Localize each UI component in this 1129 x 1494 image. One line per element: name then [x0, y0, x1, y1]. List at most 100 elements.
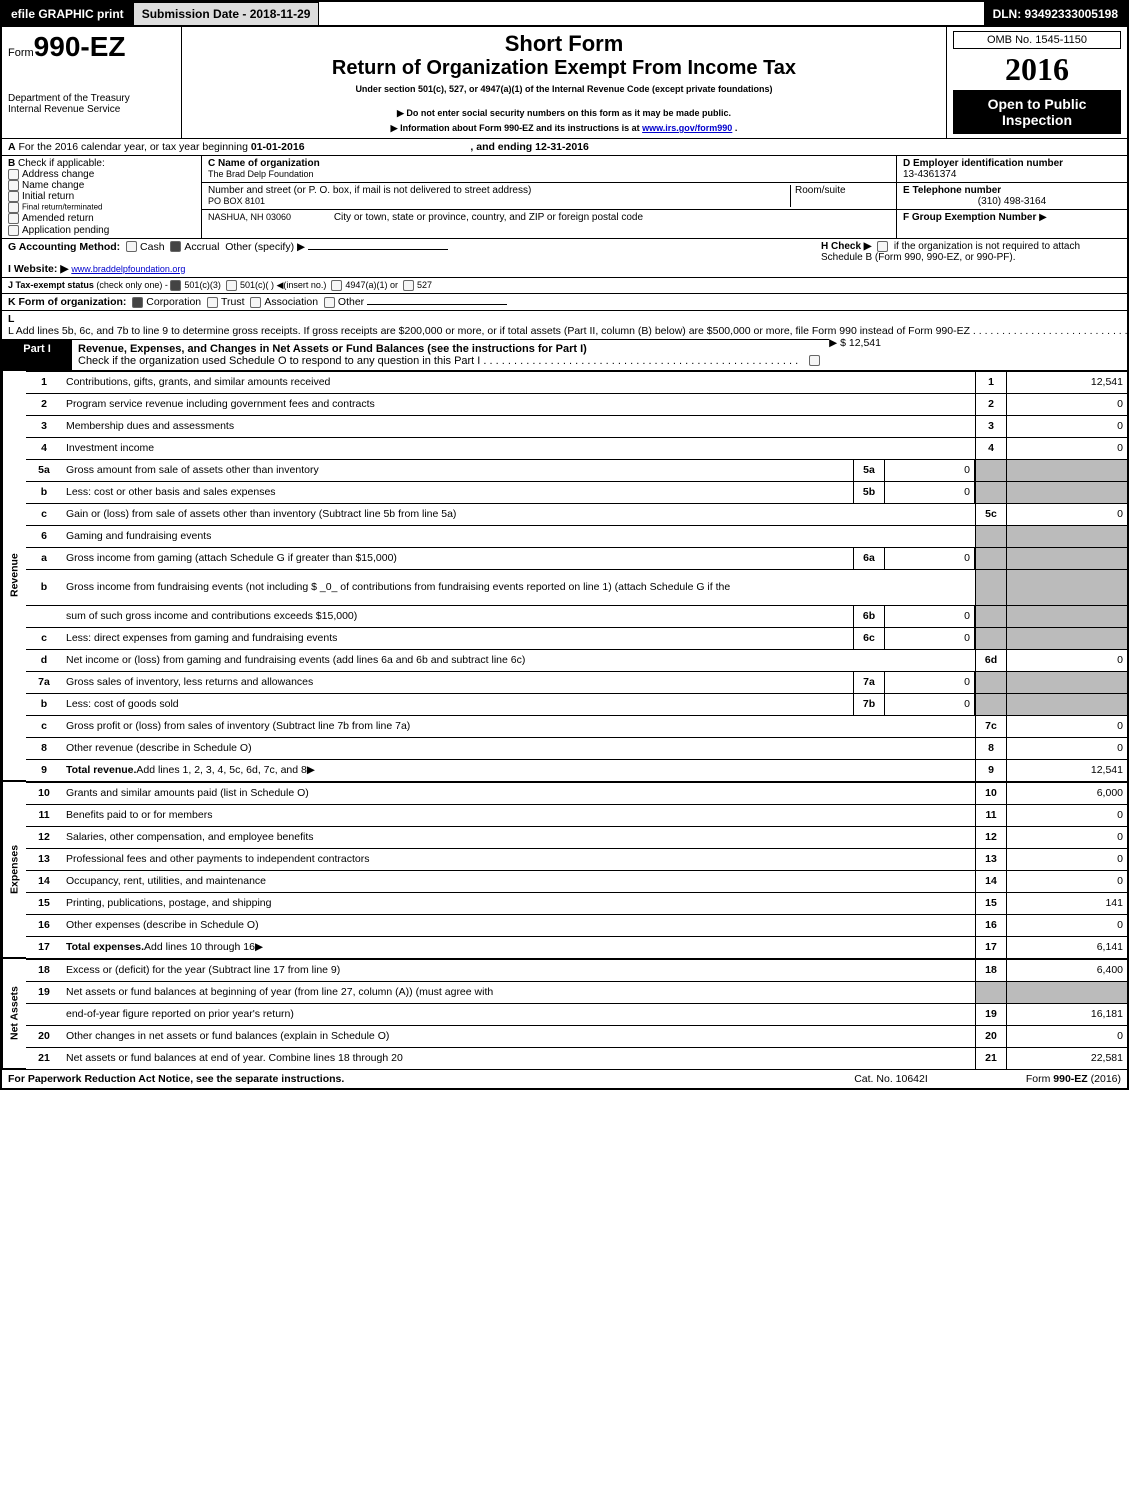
checkbox-cash[interactable]	[126, 241, 137, 252]
col-c: C Name of organization The Brad Delp Fou…	[202, 156, 897, 238]
checkbox-schedule-o[interactable]	[809, 355, 820, 366]
line-description: Excess or (deficit) for the year (Subtra…	[62, 959, 853, 981]
expenses-grid: Expenses10Grants and similar amounts pai…	[2, 781, 1127, 958]
checkbox-address-change[interactable]	[8, 169, 19, 180]
topbar-spacer	[319, 2, 983, 26]
line-number: b	[26, 693, 62, 715]
right-line-value: 0	[1007, 437, 1127, 459]
checkbox-4947[interactable]	[331, 280, 342, 291]
right-line-value	[1007, 627, 1127, 649]
c-city: NASHUA, NH 03060	[208, 212, 291, 222]
footer: For Paperwork Reduction Act Notice, see …	[2, 1069, 1127, 1088]
checkbox-application-pending[interactable]	[8, 225, 19, 236]
donot-line: Do not enter social security numbers on …	[188, 108, 940, 119]
mid-line-value	[885, 503, 975, 525]
mid-line-value	[885, 737, 975, 759]
mid-line-value	[885, 981, 975, 1003]
line-description: end-of-year figure reported on prior yea…	[62, 1003, 853, 1025]
k-label: K Form of organization:	[8, 296, 126, 308]
checkbox-final-return[interactable]	[8, 202, 19, 213]
return-title: Return of Organization Exempt From Incom…	[188, 57, 940, 80]
right-line-number: 19	[975, 1003, 1007, 1025]
d-row: D Employer identification number 13-4361…	[897, 156, 1127, 183]
right-line-number	[975, 481, 1007, 503]
c-city-label: City or town, state or province, country…	[334, 212, 643, 223]
checkbox-h[interactable]	[877, 241, 888, 252]
b-opt-1: Name change	[22, 180, 84, 191]
checkbox-501c3[interactable]	[170, 280, 181, 291]
right-line-number: 1	[975, 371, 1007, 393]
line-number: c	[26, 627, 62, 649]
right-line-value: 6,000	[1007, 782, 1127, 804]
checkbox-initial-return[interactable]	[8, 191, 19, 202]
checkbox-corporation[interactable]	[132, 297, 143, 308]
j-opt-3: 527	[417, 280, 432, 290]
dln-label: DLN: 93492333005198	[984, 2, 1127, 26]
c-street: PO BOX 8101	[208, 196, 265, 206]
line-k: K Form of organization: Corporation Trus…	[2, 293, 1127, 310]
right-line-number: 17	[975, 936, 1007, 958]
checkbox-association[interactable]	[250, 297, 261, 308]
j-opt-2: 4947(a)(1) or	[345, 280, 398, 290]
checkbox-501c[interactable]	[226, 280, 237, 291]
line-a-begin: 01-01-2016	[251, 141, 305, 153]
b-opt-5: Application pending	[22, 225, 109, 236]
mid-line-number	[853, 782, 885, 804]
line-description: Salaries, other compensation, and employ…	[62, 826, 853, 848]
irs-link[interactable]: www.irs.gov/form990	[642, 123, 732, 133]
form-number-cell: Form990-EZ Department of the Treasury In…	[2, 27, 182, 138]
h-pre: H Check ▶	[821, 241, 871, 252]
mid-line-number: 5a	[853, 459, 885, 481]
mid-line-number	[853, 649, 885, 671]
footer-left: For Paperwork Reduction Act Notice, see …	[8, 1073, 821, 1085]
k-other-line[interactable]	[367, 304, 507, 305]
checkbox-other-org[interactable]	[324, 297, 335, 308]
line-description: Net assets or fund balances at beginning…	[62, 981, 853, 1003]
right-line-number: 20	[975, 1025, 1007, 1047]
right-line-value: 12,541	[1007, 759, 1127, 781]
right-line-value: 0	[1007, 848, 1127, 870]
mid-line-number	[853, 959, 885, 981]
mid-line-number	[853, 437, 885, 459]
footer-right-bold: 990-EZ	[1053, 1073, 1087, 1085]
line-number: 16	[26, 914, 62, 936]
line-description: Gross amount from sale of assets other t…	[62, 459, 853, 481]
efile-print-button[interactable]: efile GRAPHIC print	[2, 2, 133, 26]
checkbox-amended-return[interactable]	[8, 213, 19, 224]
checkbox-accrual[interactable]	[170, 241, 181, 252]
g-accrual: Accrual	[184, 241, 219, 253]
footer-center: Cat. No. 10642I	[821, 1073, 961, 1085]
right-line-number: 8	[975, 737, 1007, 759]
mid-line-value: 0	[885, 459, 975, 481]
e-row: E Telephone number (310) 498-3164	[897, 183, 1127, 210]
checkbox-trust[interactable]	[207, 297, 218, 308]
line-description: Contributions, gifts, grants, and simila…	[62, 371, 853, 393]
right-line-number: 12	[975, 826, 1007, 848]
line-number: 19	[26, 981, 62, 1003]
part-i-title-text: Revenue, Expenses, and Changes in Net As…	[78, 343, 587, 355]
right-line-value: 16,181	[1007, 1003, 1127, 1025]
line-description: Gross sales of inventory, less returns a…	[62, 671, 853, 693]
line-number: 2	[26, 393, 62, 415]
g-other-line[interactable]	[308, 249, 448, 250]
form-no-big: 990-EZ	[34, 31, 126, 62]
arrow-icon: ▶	[255, 941, 263, 953]
mid-line-value	[885, 715, 975, 737]
c-org: The Brad Delp Foundation	[208, 169, 314, 179]
right-line-value	[1007, 459, 1127, 481]
tax-year: 2016	[953, 51, 1121, 88]
section-side-label: Net Assets	[2, 959, 26, 1069]
mid-line-value	[885, 914, 975, 936]
website-link[interactable]: www.braddelpfoundation.org	[71, 264, 185, 274]
line-number: d	[26, 649, 62, 671]
k-opt-2: Association	[264, 296, 318, 308]
right-line-number	[975, 525, 1007, 547]
right-line-value: 141	[1007, 892, 1127, 914]
g-label: G Accounting Method:	[8, 241, 120, 253]
checkbox-527[interactable]	[403, 280, 414, 291]
checkbox-name-change[interactable]	[8, 180, 19, 191]
part-i-check: Check if the organization used Schedule …	[78, 355, 798, 367]
info-suffix: .	[735, 123, 738, 133]
top-bar: efile GRAPHIC print Submission Date - 20…	[2, 2, 1127, 26]
mid-line-number: 6a	[853, 547, 885, 569]
